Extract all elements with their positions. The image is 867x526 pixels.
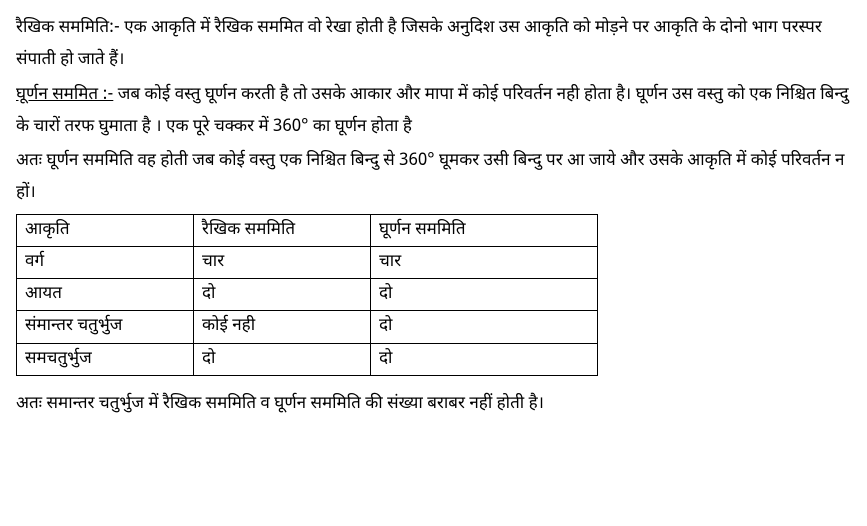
paragraph-rotational-symmetry: घूर्णन सममित :- जब कोई वस्तु घूर्णन करती…	[16, 79, 851, 144]
paragraph-rotational-definition: अतः घूर्णन सममिति वह होती जब कोई वस्तु ए…	[16, 145, 851, 210]
table-cell: दो	[194, 279, 371, 311]
table-row: संमान्तर चतुर्भुज कोई नही दो	[17, 311, 598, 343]
table-cell: चार	[194, 246, 371, 278]
table-header-cell: घूर्णन सममिति	[371, 214, 598, 246]
table-cell: आयत	[17, 279, 194, 311]
table-cell: कोई नही	[194, 311, 371, 343]
table-cell: दो	[371, 279, 598, 311]
paragraph-linear-symmetry: रैखिक सममिति:- एक आकृति में रैखिक सममित …	[16, 12, 851, 77]
table-cell: दो	[194, 343, 371, 375]
table-cell: संमान्तर चतुर्भुज	[17, 311, 194, 343]
rotational-symmetry-label: घूर्णन सममित :-	[16, 84, 113, 106]
table-cell: चार	[371, 246, 598, 278]
table-cell: समचतुर्भुज	[17, 343, 194, 375]
symmetry-table: आकृति रैखिक सममिति घूर्णन सममिति वर्ग चा…	[16, 214, 598, 376]
paragraph-conclusion: अतः समान्तर चतुर्भुज में रैखिक सममिति व …	[16, 388, 851, 420]
table-row: आयत दो दो	[17, 279, 598, 311]
table-row: समचतुर्भुज दो दो	[17, 343, 598, 375]
table-cell: वर्ग	[17, 246, 194, 278]
table-header-cell: रैखिक सममिति	[194, 214, 371, 246]
table-cell: दो	[371, 343, 598, 375]
table-header-cell: आकृति	[17, 214, 194, 246]
rotational-symmetry-text: जब कोई वस्तु घूर्णन करती है तो उसके आकार…	[16, 84, 849, 138]
table-row: आकृति रैखिक सममिति घूर्णन सममिति	[17, 214, 598, 246]
table-row: वर्ग चार चार	[17, 246, 598, 278]
table-cell: दो	[371, 311, 598, 343]
